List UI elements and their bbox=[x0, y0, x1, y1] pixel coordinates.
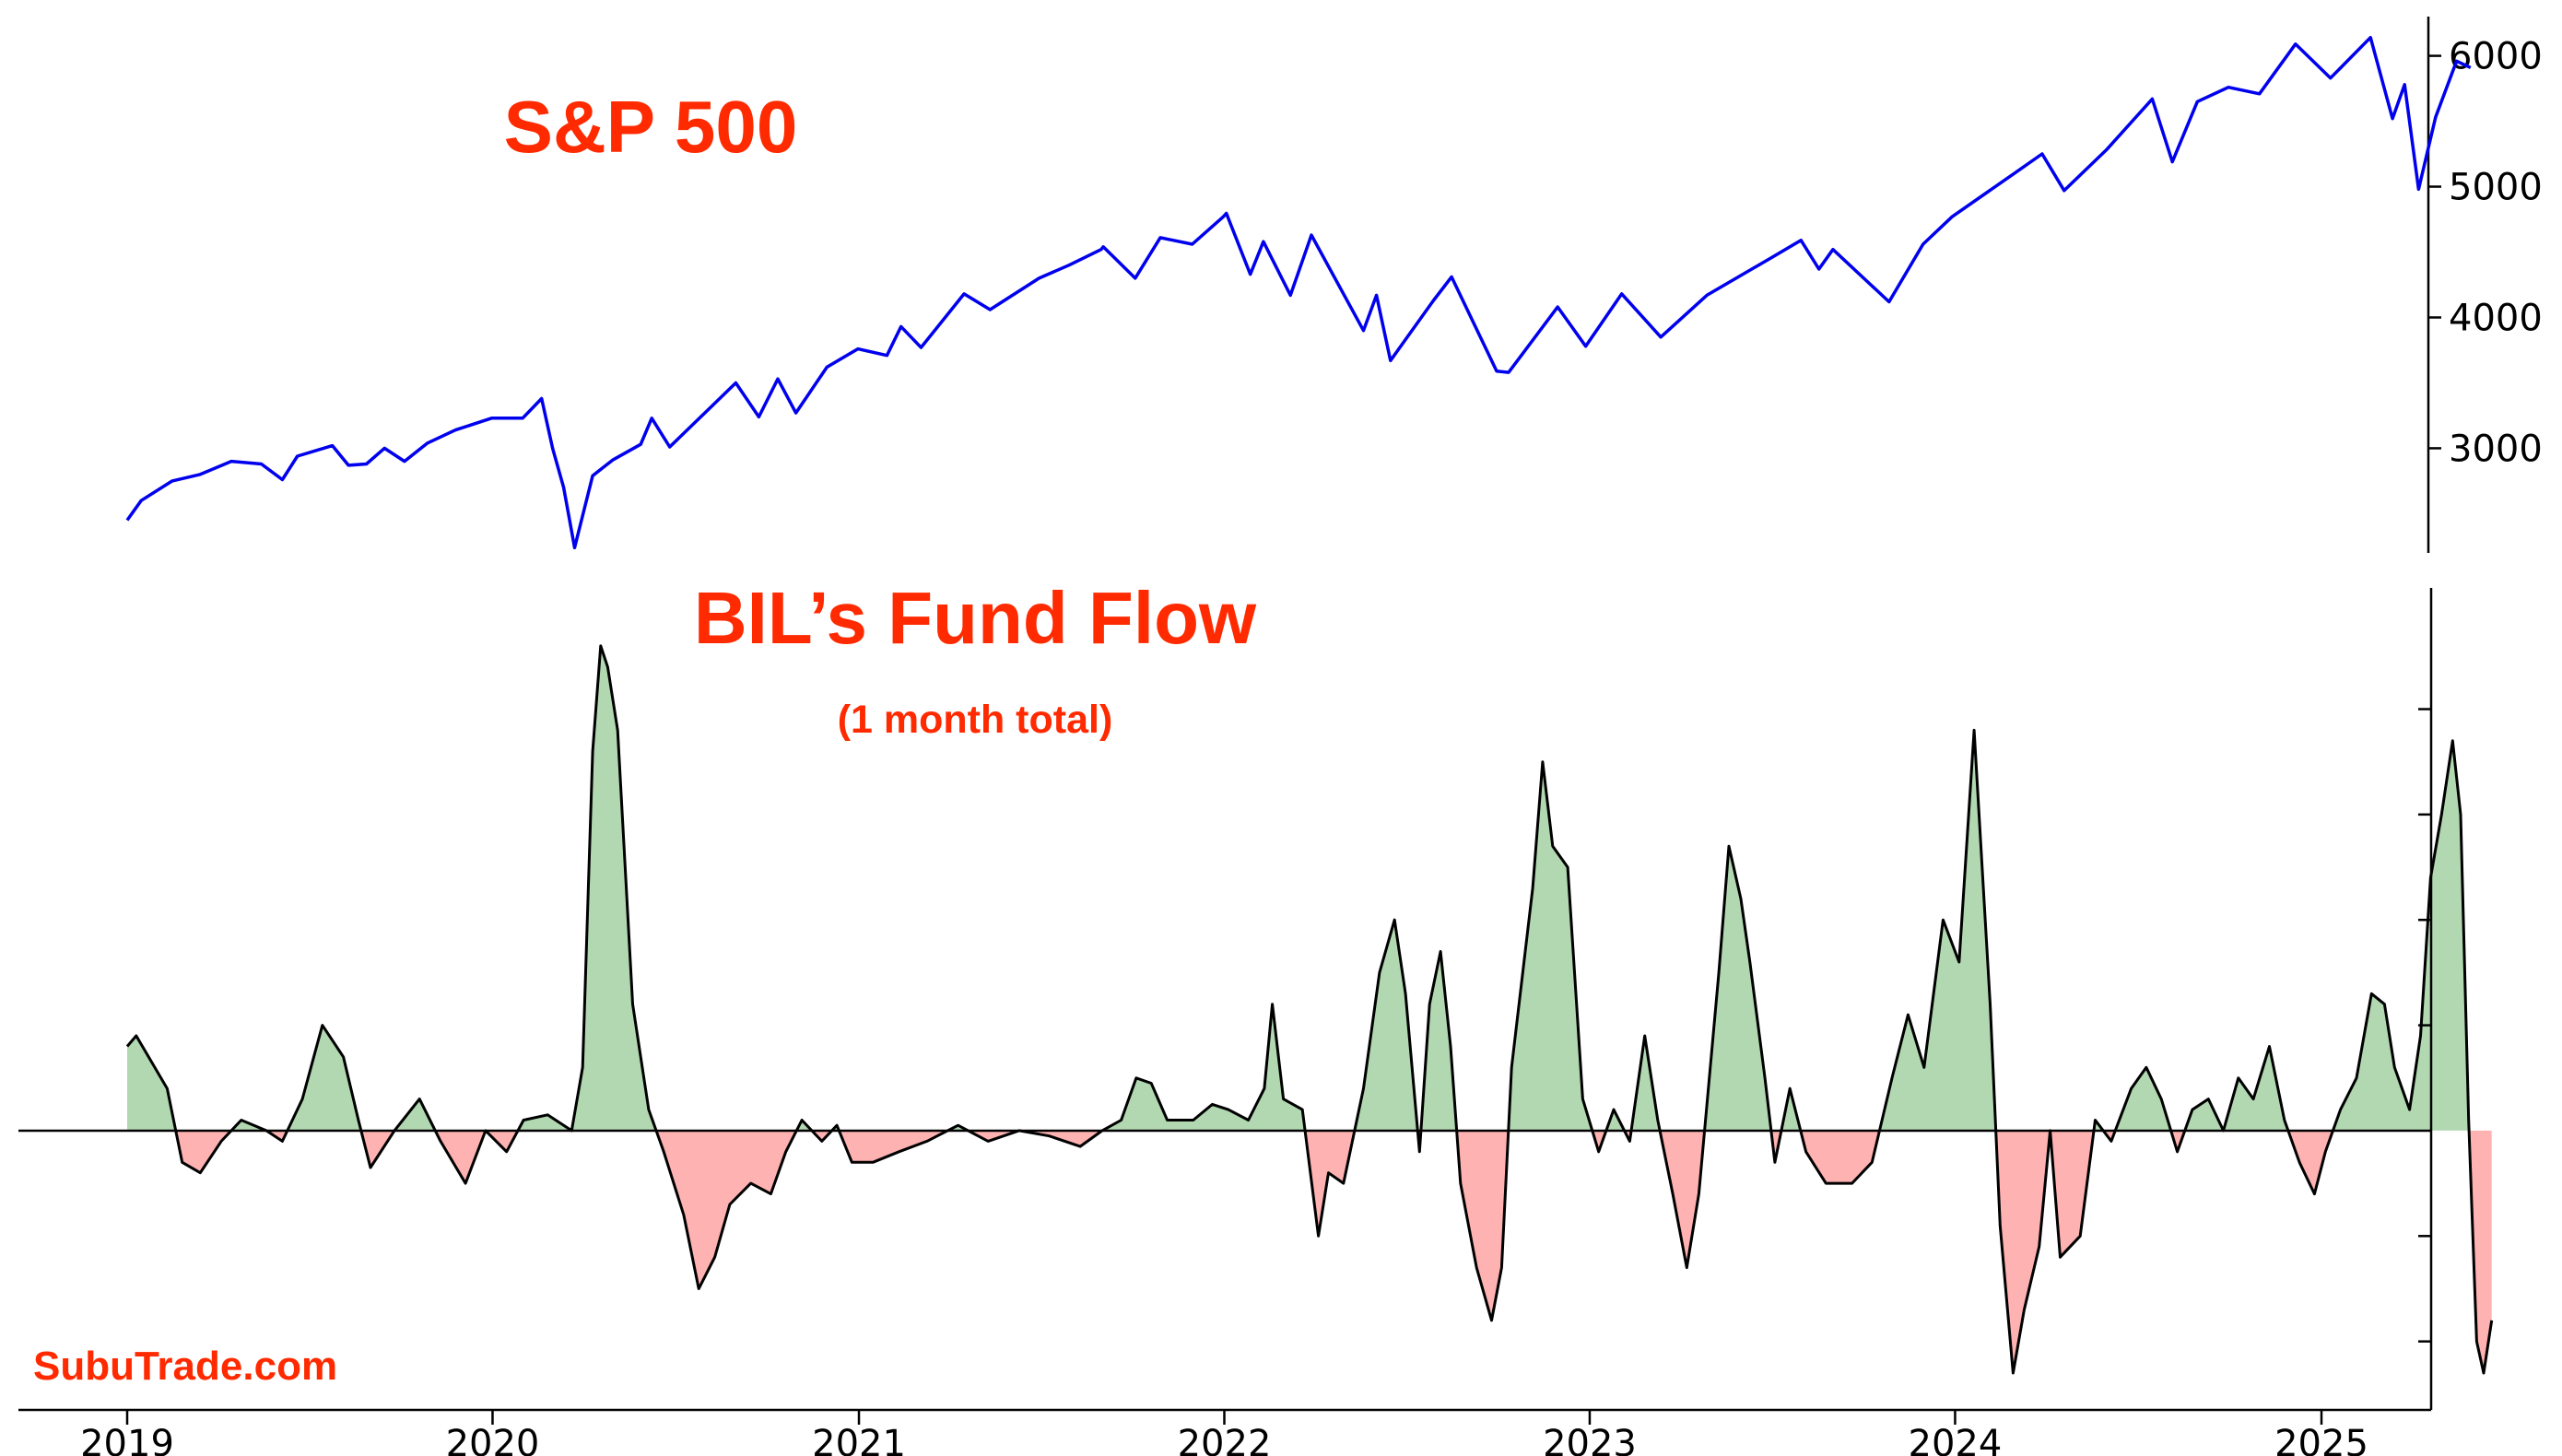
inflow-area bbox=[127, 1036, 176, 1131]
x-tick-label: 2025 bbox=[2274, 1423, 2368, 1456]
x-tick-label: 2019 bbox=[80, 1423, 174, 1456]
fund-flow-series-line bbox=[125, 644, 2494, 1375]
outflow-area bbox=[656, 1130, 797, 1289]
outflow-area bbox=[1660, 1130, 1705, 1268]
inflow-area bbox=[1631, 1036, 1661, 1131]
outflow-area bbox=[1456, 1130, 1509, 1321]
x-tick-label: 2024 bbox=[1909, 1423, 2003, 1456]
sp500-y-tick-label: 6000 bbox=[2449, 36, 2543, 78]
outflow-area bbox=[1592, 1130, 1606, 1152]
fund-flow-fill-areas bbox=[127, 645, 2492, 1373]
outflow-area bbox=[1995, 1130, 2094, 1373]
inflow-area bbox=[1508, 761, 1592, 1131]
inflow-area bbox=[287, 1025, 361, 1131]
inflow-area bbox=[1780, 1088, 1801, 1131]
x-tick-label: 2021 bbox=[812, 1423, 906, 1456]
inflow-area bbox=[518, 645, 657, 1131]
outflow-area bbox=[839, 1130, 948, 1163]
sp500-y-tick-label: 4000 bbox=[2449, 297, 2543, 339]
outflow-area bbox=[175, 1130, 231, 1173]
fund-flow-axes: 2019 2020 2021 2022 2023 2024 2025 bbox=[18, 588, 2433, 1456]
sp500-y-tick-label: 3000 bbox=[2449, 428, 2543, 470]
outflow-area bbox=[812, 1130, 832, 1142]
x-tick-label: 2020 bbox=[446, 1423, 540, 1456]
inflow-area bbox=[1879, 730, 1996, 1131]
x-tick-label: 2023 bbox=[1543, 1423, 1637, 1456]
inflow-area bbox=[1605, 1110, 1625, 1131]
inflow-area bbox=[1420, 951, 1457, 1131]
outflow-area bbox=[2287, 1130, 2333, 1194]
sp500-y-tick-label: 5000 bbox=[2449, 167, 2543, 209]
sp500-series-line bbox=[125, 35, 2472, 550]
outflow-area bbox=[2170, 1130, 2185, 1152]
outflow-area bbox=[1305, 1130, 1355, 1237]
x-tick-label: 2022 bbox=[1178, 1423, 1272, 1456]
watermark-text: SubuTrade.com bbox=[33, 1344, 337, 1389]
sp500-panel: 3000 4000 5000 6000 S&P 500 bbox=[125, 17, 2543, 553]
inflow-area bbox=[1102, 1004, 1306, 1131]
inflow-area bbox=[394, 1098, 436, 1131]
outflow-area bbox=[1800, 1130, 1880, 1184]
outflow-area bbox=[435, 1130, 518, 1184]
fund-flow-title: BIL’s Fund Flow bbox=[694, 577, 1257, 659]
sp500-y-axis: 3000 4000 5000 6000 bbox=[2427, 17, 2543, 553]
fund-flow-panel: 2019 2020 2021 2022 2023 2024 2025 BIL’s Fund … bbox=[18, 577, 2494, 1456]
fund-flow-subtitle: (1 month total) bbox=[838, 698, 1113, 742]
inflow-area bbox=[1704, 846, 1771, 1131]
inflow-area bbox=[2333, 740, 2470, 1131]
sp500-title: S&P 500 bbox=[504, 86, 798, 168]
outflow-area bbox=[2469, 1130, 2492, 1373]
inflow-area bbox=[2115, 1067, 2171, 1131]
